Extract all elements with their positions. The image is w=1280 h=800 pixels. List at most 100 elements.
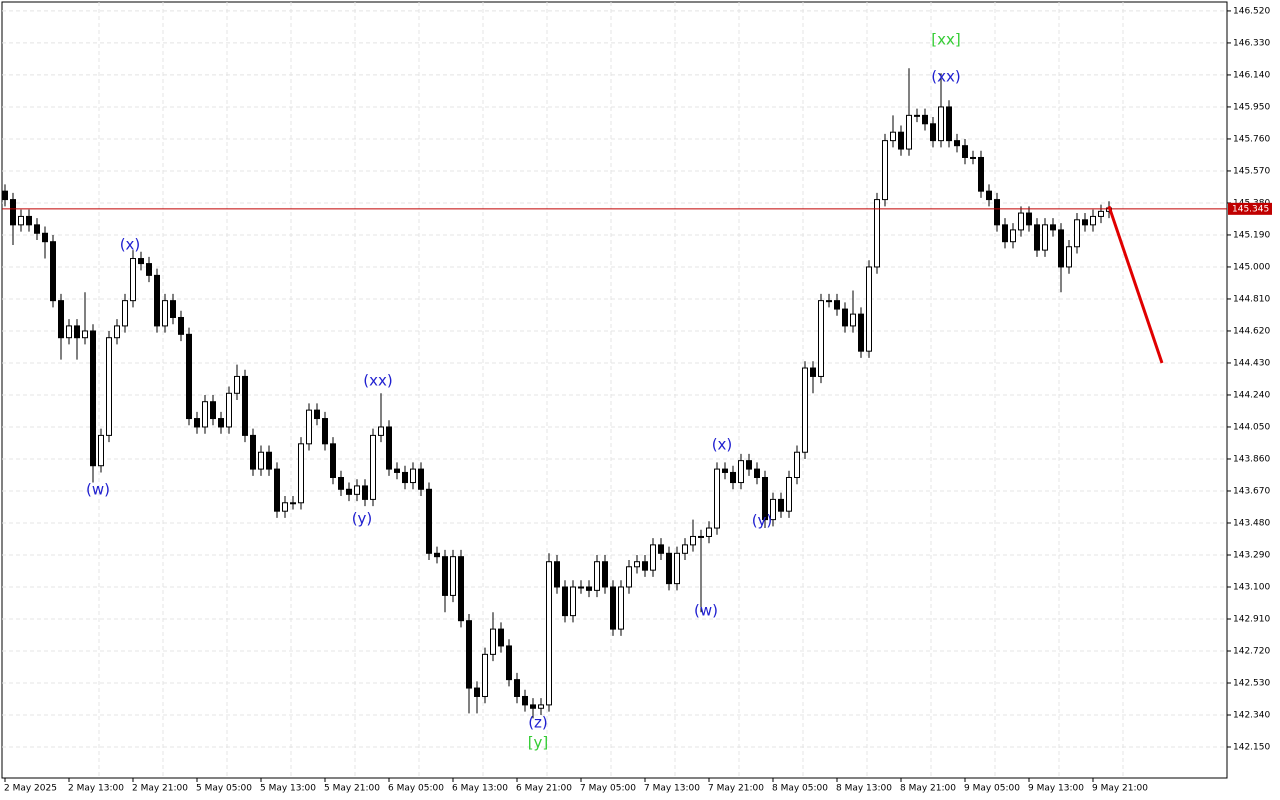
- candle-body: [882, 140, 888, 201]
- y-tick-label: 144.620: [1233, 326, 1270, 336]
- y-tick-label: 143.290: [1233, 550, 1270, 560]
- candle-body: [194, 418, 200, 428]
- candle-body: [538, 704, 544, 709]
- candle-body: [170, 300, 176, 318]
- candle-body: [754, 468, 760, 479]
- candle-body: [466, 620, 472, 689]
- candle-body: [386, 426, 392, 470]
- candle-body: [978, 156, 984, 192]
- wave-label: (y): [752, 512, 773, 530]
- x-tick-label: 8 May 21:00: [900, 784, 956, 794]
- candle-body: [1026, 212, 1032, 226]
- candle-body: [226, 392, 232, 428]
- candle-body: [738, 460, 744, 484]
- candle-body: [1050, 224, 1056, 231]
- candle-body: [722, 468, 728, 473]
- candle-body: [498, 628, 504, 647]
- y-tick-label: 145.950: [1233, 102, 1270, 112]
- candle-body: [490, 628, 496, 655]
- wave-label: (x): [712, 436, 733, 454]
- candle-body: [2, 190, 8, 201]
- candle-body: [890, 131, 896, 142]
- candle-body: [42, 232, 48, 243]
- candle-body: [394, 468, 400, 473]
- x-tick-label: 9 May 13:00: [1028, 784, 1084, 794]
- candle-body: [810, 367, 816, 377]
- candle-body: [298, 443, 304, 504]
- candle-body: [698, 535, 704, 538]
- candle-body: [378, 426, 384, 436]
- x-tick-label: 6 May 05:00: [388, 784, 444, 794]
- candle-body: [314, 409, 320, 420]
- x-tick-label: 7 May 21:00: [708, 784, 764, 794]
- candle-body: [402, 471, 408, 484]
- candle-body: [482, 653, 488, 697]
- y-tick-label: 142.340: [1233, 711, 1270, 721]
- candle-body: [90, 330, 96, 467]
- candle-body: [290, 502, 296, 505]
- candle-body: [1034, 224, 1040, 251]
- candle-body: [522, 695, 528, 706]
- y-tick-label: 143.480: [1233, 518, 1270, 528]
- candle-body: [602, 561, 608, 588]
- candle-body: [210, 401, 216, 420]
- y-tick-label: 146.140: [1233, 70, 1270, 80]
- candle-body: [34, 224, 40, 234]
- y-tick-label: 143.100: [1233, 582, 1270, 592]
- candle-body: [762, 477, 768, 521]
- candle-body: [18, 215, 24, 226]
- candle-body: [914, 114, 920, 117]
- x-tick-label: 7 May 13:00: [644, 784, 700, 794]
- candle-body: [66, 325, 72, 339]
- wave-label: [xx]: [931, 31, 960, 49]
- candle-body: [274, 468, 280, 512]
- y-tick-label: 146.330: [1233, 38, 1270, 48]
- wave-label: (y): [352, 510, 373, 528]
- candle-body: [1090, 215, 1096, 226]
- candle-body: [410, 468, 416, 484]
- y-tick-label: 142.910: [1233, 614, 1270, 624]
- wave-label: (xx): [363, 372, 392, 390]
- wave-label: (w): [694, 602, 718, 620]
- candle-body: [650, 544, 656, 571]
- y-tick-label: 144.810: [1233, 294, 1270, 304]
- y-tick-label: 142.720: [1233, 646, 1270, 656]
- candle-body: [418, 468, 424, 490]
- candle-body: [258, 451, 264, 470]
- candle-body: [898, 131, 904, 150]
- candle-body: [594, 561, 600, 591]
- candle-body: [242, 375, 248, 436]
- candle-body: [674, 552, 680, 585]
- candle-body: [930, 123, 936, 142]
- candle-body: [874, 199, 880, 268]
- candle-body: [74, 325, 80, 339]
- candle-body: [162, 300, 168, 327]
- x-tick-label: 5 May 21:00: [324, 784, 380, 794]
- y-tick-label: 143.670: [1233, 486, 1270, 496]
- candle-body: [1066, 246, 1072, 268]
- candle-body: [130, 258, 136, 302]
- candle-body: [362, 485, 368, 500]
- x-tick-label: 8 May 05:00: [772, 784, 828, 794]
- candle-body: [122, 300, 128, 327]
- candle-body: [58, 300, 64, 339]
- wave-label: (z): [528, 714, 548, 732]
- candle-body: [146, 263, 152, 276]
- candle-body: [26, 215, 32, 226]
- candle-body: [370, 434, 376, 500]
- y-tick-label: 146.520: [1233, 6, 1270, 16]
- candle-body: [458, 556, 464, 622]
- candle-body: [10, 199, 16, 226]
- candle-body: [178, 316, 184, 335]
- candle-body: [138, 258, 144, 265]
- y-tick-label: 144.430: [1233, 358, 1270, 368]
- y-tick-label: 144.050: [1233, 422, 1270, 432]
- candle-body: [250, 434, 256, 470]
- x-tick-label: 2 May 13:00: [68, 784, 124, 794]
- x-tick-label: 8 May 13:00: [836, 784, 892, 794]
- candle-body: [826, 300, 832, 303]
- candle-body: [434, 552, 440, 558]
- candle-body: [1010, 229, 1016, 243]
- candle-body: [322, 418, 328, 445]
